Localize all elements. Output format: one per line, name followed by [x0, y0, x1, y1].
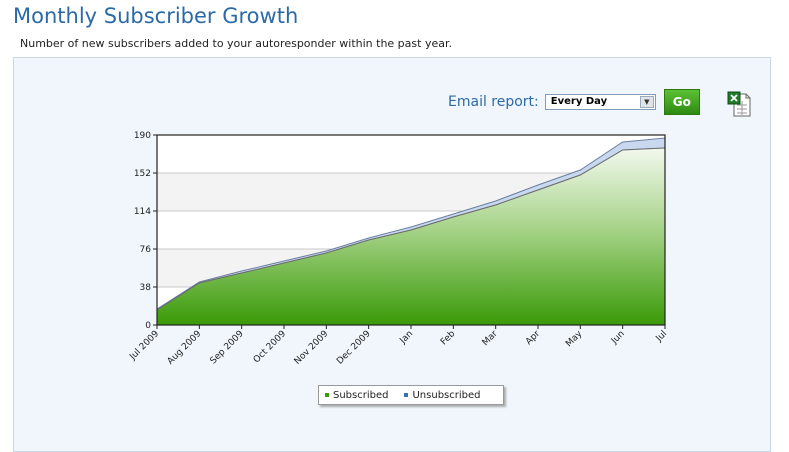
y-tick-label: 114	[134, 207, 151, 217]
x-tick-label: Dec 2009	[335, 329, 373, 367]
x-tick-label: Nov 2009	[293, 329, 331, 367]
y-tick-label: 190	[134, 131, 151, 141]
x-tick-label: Aug 2009	[166, 329, 204, 367]
x-tick-label: Mar	[481, 329, 500, 348]
email-frequency-value: Every Day	[550, 96, 608, 107]
legend-label-unsubscribed: Unsubscribed	[412, 389, 481, 401]
x-tick-label: Apr	[524, 329, 542, 347]
x-tick-label: Jun	[609, 329, 627, 347]
page-title: Monthly Subscriber Growth	[13, 4, 299, 28]
x-tick-label: Feb	[439, 329, 458, 348]
y-tick-label: 0	[145, 321, 151, 331]
chart-legend: Subscribed Unsubscribed	[318, 385, 504, 405]
x-tick-label: Jul	[654, 329, 669, 344]
email-report-row: Email report: Every Day ▼ Go	[448, 89, 700, 115]
area-subscribed	[156, 147, 666, 326]
chevron-down-icon[interactable]: ▼	[639, 96, 654, 108]
y-tick-label: 152	[134, 169, 151, 179]
y-tick-label: 38	[140, 283, 152, 293]
legend-item-unsubscribed: Unsubscribed	[404, 390, 480, 401]
legend-label-subscribed: Subscribed	[333, 389, 389, 401]
x-tick-label: May	[564, 329, 585, 350]
x-tick-label: Oct 2009	[252, 329, 288, 365]
go-button[interactable]: Go	[663, 89, 700, 115]
page-subtitle: Number of new subscribers added to your …	[20, 37, 452, 50]
email-frequency-select[interactable]: Every Day ▼	[544, 94, 656, 110]
y-tick-label: 76	[140, 245, 152, 255]
legend-item-subscribed: Subscribed	[325, 390, 388, 401]
legend-swatch-subscribed	[325, 393, 329, 397]
x-tick-label: Jan	[398, 329, 416, 347]
x-tick-label: Jul 2009	[127, 329, 161, 363]
excel-icon[interactable]	[727, 91, 751, 117]
legend-swatch-unsubscribed	[404, 393, 409, 397]
x-tick-label: Sep 2009	[208, 329, 245, 366]
email-report-label: Email report:	[448, 94, 539, 110]
